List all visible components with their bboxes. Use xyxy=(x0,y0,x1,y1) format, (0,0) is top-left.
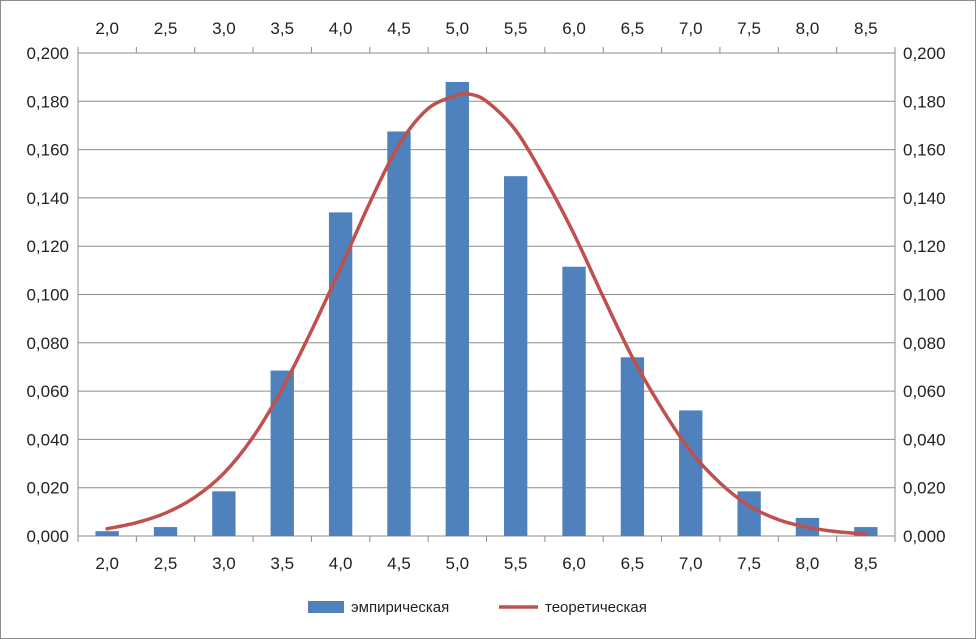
x2-tick-label: 2,0 xyxy=(95,19,119,38)
y2-tick-label: 0,060 xyxy=(903,382,946,401)
legend-swatch-empirical xyxy=(308,601,344,613)
x2-tick-label: 4,0 xyxy=(329,19,353,38)
x-tick-label: 2,0 xyxy=(95,554,119,573)
bar xyxy=(153,527,178,536)
bar xyxy=(854,527,878,536)
y-tick-label: 0,040 xyxy=(26,430,69,449)
bar xyxy=(328,212,353,536)
x-tick-label: 7,5 xyxy=(737,554,761,573)
y2-tick-label: 0,020 xyxy=(903,479,946,498)
y2-tick-label: 0,040 xyxy=(903,430,946,449)
bar xyxy=(270,370,294,536)
y-tick-label: 0,160 xyxy=(26,141,69,160)
y-tick-label: 0,120 xyxy=(26,237,69,256)
y-tick-label: 0,100 xyxy=(26,286,69,305)
x-tick-label: 8,0 xyxy=(796,554,820,573)
bar xyxy=(95,531,119,536)
x2-tick-label: 5,0 xyxy=(446,19,470,38)
x-tick-label: 8,5 xyxy=(854,554,878,573)
bar xyxy=(679,410,703,536)
x2-tick-label: 7,5 xyxy=(737,19,761,38)
x2-tick-label: 3,5 xyxy=(270,19,294,38)
x-tick-label: 5,0 xyxy=(446,554,470,573)
y-tick-label: 0,200 xyxy=(26,44,69,63)
y-tick-label: 0,060 xyxy=(26,382,69,401)
bar xyxy=(737,491,761,536)
bar xyxy=(387,131,411,537)
bar xyxy=(212,491,236,536)
legend-label-theoretical: теоретическая xyxy=(545,599,647,616)
bar xyxy=(445,81,469,536)
y2-tick-label: 0,120 xyxy=(903,237,946,256)
legend-label-empirical: эмпирическая xyxy=(351,599,449,616)
y-tick-label: 0,140 xyxy=(26,189,69,208)
y-tick-label: 0,020 xyxy=(26,479,69,498)
x-tick-label: 5,5 xyxy=(504,554,528,573)
y-tick-label: 0,180 xyxy=(26,92,69,111)
x2-tick-label: 2,5 xyxy=(154,19,178,38)
y2-tick-label: 0,140 xyxy=(903,189,946,208)
x2-tick-label: 8,0 xyxy=(796,19,820,38)
y2-tick-label: 0,100 xyxy=(903,286,946,305)
y2-tick-label: 0,080 xyxy=(903,334,946,353)
x-tick-label: 3,5 xyxy=(270,554,294,573)
y2-tick-label: 0,160 xyxy=(903,141,946,160)
x2-tick-label: 6,0 xyxy=(562,19,586,38)
y-tick-label: 0,080 xyxy=(26,334,69,353)
x-tick-label: 6,0 xyxy=(562,554,586,573)
x-tick-label: 7,0 xyxy=(679,554,703,573)
x2-tick-label: 6,5 xyxy=(621,19,645,38)
x-tick-label: 3,0 xyxy=(212,554,236,573)
bar xyxy=(504,176,528,537)
y2-tick-label: 0,180 xyxy=(903,92,946,111)
y-tick-label: 0,000 xyxy=(26,527,69,546)
x-tick-label: 4,5 xyxy=(387,554,411,573)
x-tick-label: 2,5 xyxy=(154,554,178,573)
x2-tick-label: 3,0 xyxy=(212,19,236,38)
x-tick-label: 4,0 xyxy=(329,554,353,573)
x2-tick-label: 4,5 xyxy=(387,19,411,38)
theoretical-curve xyxy=(105,91,868,536)
x2-tick-label: 8,5 xyxy=(854,19,878,38)
y2-tick-label: 0,200 xyxy=(903,44,946,63)
bar xyxy=(562,266,586,536)
y2-tick-label: 0,000 xyxy=(903,527,946,546)
bar xyxy=(620,357,645,536)
x-tick-label: 6,5 xyxy=(621,554,645,573)
x2-tick-label: 5,5 xyxy=(504,19,528,38)
x2-tick-label: 7,0 xyxy=(679,19,703,38)
